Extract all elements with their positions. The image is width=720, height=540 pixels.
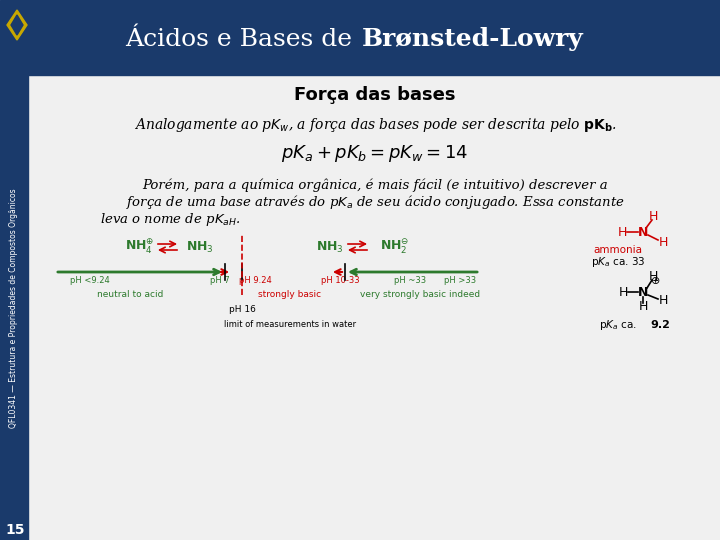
Text: neutral to acid: neutral to acid — [96, 290, 163, 299]
Text: N: N — [638, 226, 648, 239]
Bar — [0, 0, 720, 75]
Text: strongly basic: strongly basic — [258, 290, 322, 299]
Text: Ácidos e Bases de: Ácidos e Bases de — [125, 28, 360, 51]
Polygon shape — [11, 15, 23, 35]
Text: 9.2: 9.2 — [650, 320, 670, 330]
Text: Força das bases: Força das bases — [294, 86, 456, 104]
Text: very strongly basic indeed: very strongly basic indeed — [360, 290, 480, 299]
Text: p$K_a$ ca. 33: p$K_a$ ca. 33 — [591, 255, 645, 269]
Text: limit of measurements in water: limit of measurements in water — [224, 320, 356, 329]
Text: H: H — [648, 211, 657, 224]
Text: QFL0341 — Estrutura e Propriedades de Compostos Orgânicos: QFL0341 — Estrutura e Propriedades de Co… — [9, 188, 19, 428]
Text: H: H — [648, 271, 657, 284]
Polygon shape — [7, 10, 27, 40]
Text: N: N — [638, 286, 648, 299]
Text: $\oplus$: $\oplus$ — [650, 274, 660, 286]
Text: 15: 15 — [5, 523, 24, 537]
Text: H: H — [658, 235, 667, 248]
Text: Brønsted-Lowry: Brønsted-Lowry — [362, 27, 584, 51]
Text: força de uma base através do p$K_a$ de seu ácido conjugado. Essa constante: força de uma base através do p$K_a$ de s… — [125, 193, 624, 211]
Text: pH 9.24: pH 9.24 — [238, 276, 271, 285]
Text: NH$_3$: NH$_3$ — [186, 239, 214, 254]
Text: H: H — [617, 226, 626, 239]
Text: p$K_a$ ca.: p$K_a$ ca. — [599, 318, 637, 332]
Text: leva o nome de p$K_{aH}$.: leva o nome de p$K_{aH}$. — [100, 211, 240, 227]
Text: pH >33: pH >33 — [444, 276, 476, 285]
Text: pH <9.24: pH <9.24 — [70, 276, 110, 285]
Bar — [0, 75, 28, 540]
Text: ammonia: ammonia — [593, 245, 642, 255]
Text: H: H — [658, 294, 667, 307]
Text: $pK_a + pK_b = pK_w = 14$: $pK_a + pK_b = pK_w = 14$ — [282, 143, 469, 164]
Text: pH 7: pH 7 — [210, 276, 230, 285]
Text: pH 16: pH 16 — [228, 305, 256, 314]
Text: Porém, para a química orgânica, é mais fácil (e intuitivo) descrever a: Porém, para a química orgânica, é mais f… — [142, 178, 608, 192]
Text: H: H — [618, 286, 628, 299]
Text: NH$_4^{\oplus}$: NH$_4^{\oplus}$ — [125, 238, 155, 256]
Text: NH$_2^{\ominus}$: NH$_2^{\ominus}$ — [380, 238, 410, 256]
Text: NH$_3$: NH$_3$ — [316, 239, 343, 254]
Text: pH ~33: pH ~33 — [394, 276, 426, 285]
Text: pH 10-33: pH 10-33 — [320, 276, 359, 285]
Text: H: H — [639, 300, 648, 314]
Text: Analogamente ao p$K_w$, a força das bases pode ser descrita pelo $\mathbf{p}\mat: Analogamente ao p$K_w$, a força das base… — [133, 116, 616, 134]
